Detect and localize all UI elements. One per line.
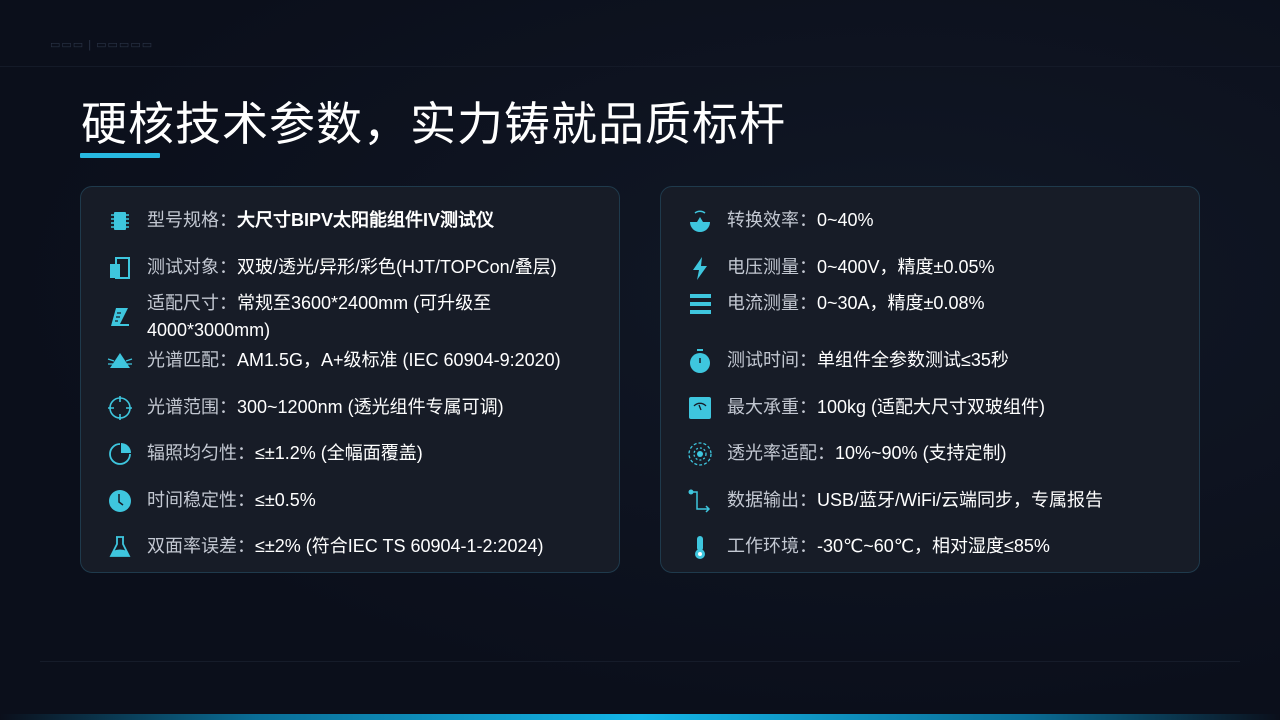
spec-value: 0~400V，精度±0.05% (817, 257, 995, 277)
sunrise-icon (687, 208, 713, 234)
footer-divider (40, 661, 1240, 662)
spec-row: 转换效率：0~40% (687, 207, 1179, 234)
spec-card-right: 转换效率：0~40% 电压测量：0~400V，精度±0.05% 电流测量：0~30A… (660, 186, 1200, 573)
spec-value: 大尺寸BIPV太阳能组件IV测试仪 (237, 210, 495, 230)
spec-row: 时间稳定性：≤±0.5% (107, 487, 599, 514)
stopwatch-icon (687, 348, 713, 374)
spec-row: 测试对象：双玻/透光/异形/彩色(HJT/TOPCon/叠层) (107, 254, 599, 281)
spec-row: 测试时间：单组件全参数测试≤35秒 (687, 347, 1179, 374)
pie-icon (107, 441, 133, 467)
spec-value: ≤±2% (符合IEC TS 60904-1-2:2024) (255, 536, 544, 556)
panel-icon (107, 255, 133, 281)
spec-value: USB/蓝牙/WiFi/云端同步，专属报告 (817, 490, 1103, 510)
spec-label: 数据输出： (727, 490, 817, 510)
spec-row: 光谱匹配：AM1.5G，A+级标准 (IEC 60904-9:2020) (107, 347, 599, 374)
thermometer-icon (687, 534, 713, 560)
spec-label: 测试对象： (147, 257, 237, 277)
spec-label: 辐照均匀性： (147, 443, 255, 463)
spec-value: ≤±0.5% (255, 490, 316, 510)
crosshair-icon (107, 395, 133, 421)
spec-row: 电压测量：0~400V，精度±0.05% (687, 254, 1179, 281)
spec-label: 型号规格： (147, 210, 237, 230)
spec-label: 电流测量： (727, 293, 817, 313)
spec-row: 电流测量：0~30A，精度±0.08% (687, 290, 1179, 317)
spec-value: 常规至3600*2400mm (可升级至 4000*3000mm) (147, 293, 492, 340)
route-icon (687, 488, 713, 514)
radar-icon (687, 441, 713, 467)
chip-icon (107, 208, 133, 234)
gauge-icon (687, 395, 713, 421)
header-divider (0, 66, 1280, 67)
spec-label: 时间稳定性： (147, 490, 255, 510)
spec-row: 光谱范围：300~1200nm (透光组件专属可调) (107, 394, 599, 421)
spec-label: 测试时间： (727, 350, 817, 370)
spec-row: 适配尺寸：常规至3600*2400mm (可升级至 4000*3000mm) (107, 290, 599, 344)
spec-label: 转换效率： (727, 210, 817, 230)
clock-icon (107, 488, 133, 514)
lightning-icon (687, 255, 713, 281)
bottom-glow-bar (0, 714, 1280, 720)
spec-value: 双玻/透光/异形/彩色(HJT/TOPCon/叠层) (237, 257, 557, 277)
spec-label: 光谱匹配： (147, 350, 237, 370)
spec-row: 双面率误差：≤±2% (符合IEC TS 60904-1-2:2024) (107, 533, 599, 560)
spec-value: 0~30A，精度±0.08% (817, 293, 985, 313)
logo: ▭▭▭ | ▭▭▭▭▭ (50, 39, 154, 51)
spec-label: 双面率误差： (147, 536, 255, 556)
spec-label: 透光率适配： (727, 443, 835, 463)
spec-label: 光谱范围： (147, 397, 237, 417)
spec-row: 型号规格：大尺寸BIPV太阳能组件IV测试仪 (107, 207, 599, 234)
spec-value: -30℃~60℃，相对湿度≤85% (817, 536, 1050, 556)
spec-label: 工作环境： (727, 536, 817, 556)
spec-value: 单组件全参数测试≤35秒 (817, 350, 1009, 370)
spec-row: 最大承重：100kg (适配大尺寸双玻组件) (687, 394, 1179, 421)
spec-value: 300~1200nm (透光组件专属可调) (237, 397, 504, 417)
ruler-icon (107, 304, 133, 330)
spec-value: 10%~90% (支持定制) (835, 443, 1007, 463)
spec-row: 辐照均匀性：≤±1.2% (全幅面覆盖) (107, 440, 599, 467)
spec-row: 数据输出：USB/蓝牙/WiFi/云端同步，专属报告 (687, 487, 1179, 514)
title-underline (80, 153, 160, 158)
spec-row: 透光率适配：10%~90% (支持定制) (687, 440, 1179, 467)
spec-label: 适配尺寸： (147, 293, 237, 313)
spec-row: 工作环境：-30℃~60℃，相对湿度≤85% (687, 533, 1179, 560)
spec-value: 100kg (适配大尺寸双玻组件) (817, 397, 1046, 417)
spec-value: AM1.5G，A+级标准 (IEC 60904-9:2020) (237, 350, 561, 370)
spec-value: 0~40% (817, 210, 874, 230)
light-beam-icon (107, 348, 133, 374)
spec-card-left: 型号规格：大尺寸BIPV太阳能组件IV测试仪 测试对象：双玻/透光/异形/彩色(H… (80, 186, 620, 573)
spec-value: ≤±1.2% (全幅面覆盖) (255, 443, 423, 463)
bars-icon (687, 291, 713, 317)
page-title: 硬核技术参数，实力铸就品质标杆 (81, 97, 786, 151)
flask-icon (107, 534, 133, 560)
spec-label: 电压测量： (727, 257, 817, 277)
spec-label: 最大承重： (727, 397, 817, 417)
